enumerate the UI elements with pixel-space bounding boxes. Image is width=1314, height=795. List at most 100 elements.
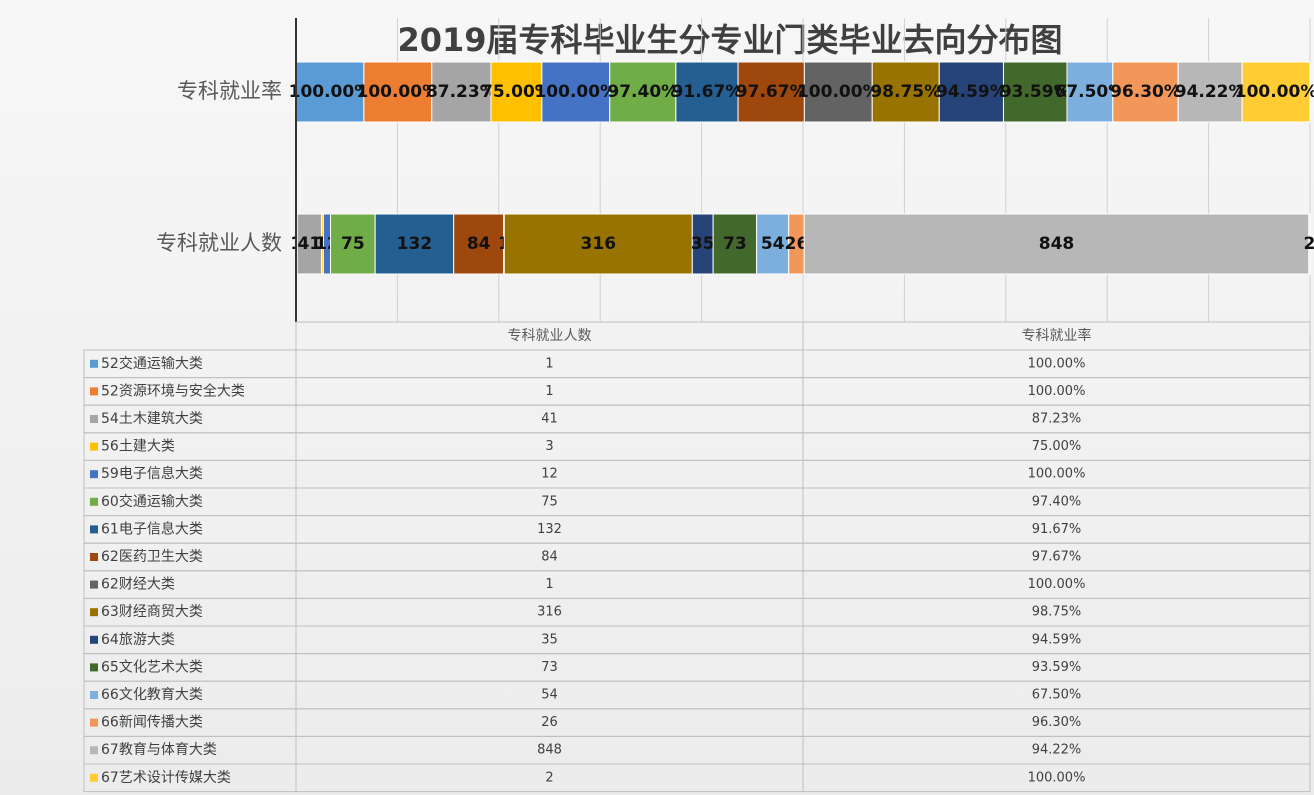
legend-marker xyxy=(90,525,98,534)
bar-segment xyxy=(330,213,376,275)
legend-marker xyxy=(90,497,98,506)
legend-marker xyxy=(90,553,98,561)
bar-segment xyxy=(1308,213,1311,275)
table-cell: 73 xyxy=(541,660,558,675)
legend-entry: 56土建大类 xyxy=(101,439,175,455)
data-label: 316 xyxy=(581,234,617,254)
legend-entry: 52交通运输大类 xyxy=(101,355,203,372)
legend-entry: 54土木建筑大类 xyxy=(101,411,203,427)
bar-segment xyxy=(1066,61,1114,123)
table-cell: 1 xyxy=(545,577,553,592)
legend-marker xyxy=(90,746,98,755)
bar-segment xyxy=(503,213,693,275)
table-cell: 100.00% xyxy=(1028,467,1086,482)
data-label: 75 xyxy=(341,234,365,254)
table-cell: 100.00% xyxy=(1028,577,1086,592)
legend-marker xyxy=(90,663,98,672)
bar-segment xyxy=(1002,61,1068,123)
data-label: 75.00% xyxy=(481,82,552,102)
legend-marker xyxy=(90,718,98,727)
data-label: 2 xyxy=(1303,234,1314,254)
table-cell: 132 xyxy=(537,522,562,537)
data-label: 91.67% xyxy=(672,82,743,102)
table-cell: 94.59% xyxy=(1032,632,1082,647)
table-cell: 100.00% xyxy=(1028,384,1086,399)
table-cell: 848 xyxy=(537,743,562,758)
legend-entry: 63财经商贸大类 xyxy=(101,604,203,620)
legend-marker xyxy=(90,635,98,644)
data-label: 97.40% xyxy=(607,82,678,102)
data-label: 84 xyxy=(467,234,491,254)
table-cell: 2 xyxy=(545,770,553,785)
data-label: 94.22% xyxy=(1175,82,1246,102)
bar-segment xyxy=(431,61,492,123)
legend-marker xyxy=(90,608,98,617)
data-label: 35 xyxy=(691,234,715,254)
legend-marker xyxy=(90,580,98,589)
table-cell: 96.30% xyxy=(1032,715,1082,730)
legend-entry: 60交通运输大类 xyxy=(101,493,203,510)
data-label: 87.23% xyxy=(426,82,497,102)
y-tick-label: 专科就业率 xyxy=(177,79,282,103)
legend-entry: 64旅游大类 xyxy=(101,632,175,648)
data-label: 97.67% xyxy=(736,82,807,102)
bar-segment xyxy=(363,61,433,123)
bar-segment xyxy=(453,213,505,275)
table-cell: 93.59% xyxy=(1032,660,1082,675)
legend-marker xyxy=(90,442,98,451)
legend-marker xyxy=(90,387,98,396)
bar-segment xyxy=(490,61,543,123)
bar-segment xyxy=(803,213,1310,275)
bar-segment xyxy=(541,61,611,123)
table-header-cell: 专科就业人数 xyxy=(508,328,592,344)
table-cell: 100.00% xyxy=(1028,356,1086,371)
legend-marker xyxy=(90,470,98,479)
bar-segment xyxy=(938,61,1004,123)
table-cell: 91.67% xyxy=(1032,522,1082,537)
table-cell: 1 xyxy=(545,356,553,371)
data-label: 41 xyxy=(298,234,322,254)
table-row xyxy=(83,763,1311,793)
table-cell: 87.23% xyxy=(1032,412,1082,427)
data-label: 3 xyxy=(317,234,329,254)
data-label: 100.00% xyxy=(1235,82,1314,102)
legend-marker xyxy=(90,415,98,423)
table-header-cell: 专科就业率 xyxy=(1022,327,1092,344)
legend-entry: 61电子信息大类 xyxy=(101,520,203,537)
data-label: 848 xyxy=(1039,234,1075,254)
table-cell: 26 xyxy=(541,715,558,730)
table-cell: 100.00% xyxy=(1028,770,1086,785)
table-cell: 12 xyxy=(541,467,558,482)
data-label: 93.59% xyxy=(1000,82,1071,102)
table-cell: 97.40% xyxy=(1032,494,1082,509)
table-cell: 75.00% xyxy=(1032,439,1082,454)
legend-marker xyxy=(90,359,98,368)
table-cell: 54 xyxy=(541,688,558,703)
table-cell: 316 xyxy=(537,605,562,620)
bar-segment xyxy=(1112,61,1179,123)
legend-entry: 65文化艺术大类 xyxy=(101,659,203,675)
y-tick-label: 专科就业人数 xyxy=(156,231,282,255)
bar-segment xyxy=(1241,61,1311,123)
legend-entry: 67艺术设计传媒大类 xyxy=(101,770,231,786)
legend-entry: 59电子信息大类 xyxy=(101,465,203,482)
table-cell: 98.75% xyxy=(1032,605,1082,620)
table-cell: 35 xyxy=(541,632,558,647)
data-label: 96.30% xyxy=(1110,82,1181,102)
legend-entry: 62财经大类 xyxy=(101,577,175,593)
data-label: 100.00% xyxy=(289,82,372,102)
legend-entry: 67教育与体育大类 xyxy=(101,742,217,758)
data-label: 100.00% xyxy=(356,82,439,102)
data-label: 98.75% xyxy=(870,82,941,102)
table-cell: 3 xyxy=(545,439,553,454)
table-cell: 97.67% xyxy=(1032,550,1082,565)
legend-entry: 66新闻传播大类 xyxy=(101,715,203,731)
legend-entry: 52资源环境与安全大类 xyxy=(101,382,245,399)
bar-segment xyxy=(756,213,790,275)
legend-entry: 66文化教育大类 xyxy=(101,687,203,703)
data-label: 132 xyxy=(397,234,433,254)
chart-title: 2019届专科毕业生分专业门类毕业去向分布图 xyxy=(397,21,1062,59)
data-label: 100.00% xyxy=(534,82,617,102)
bar-segment xyxy=(374,213,455,275)
